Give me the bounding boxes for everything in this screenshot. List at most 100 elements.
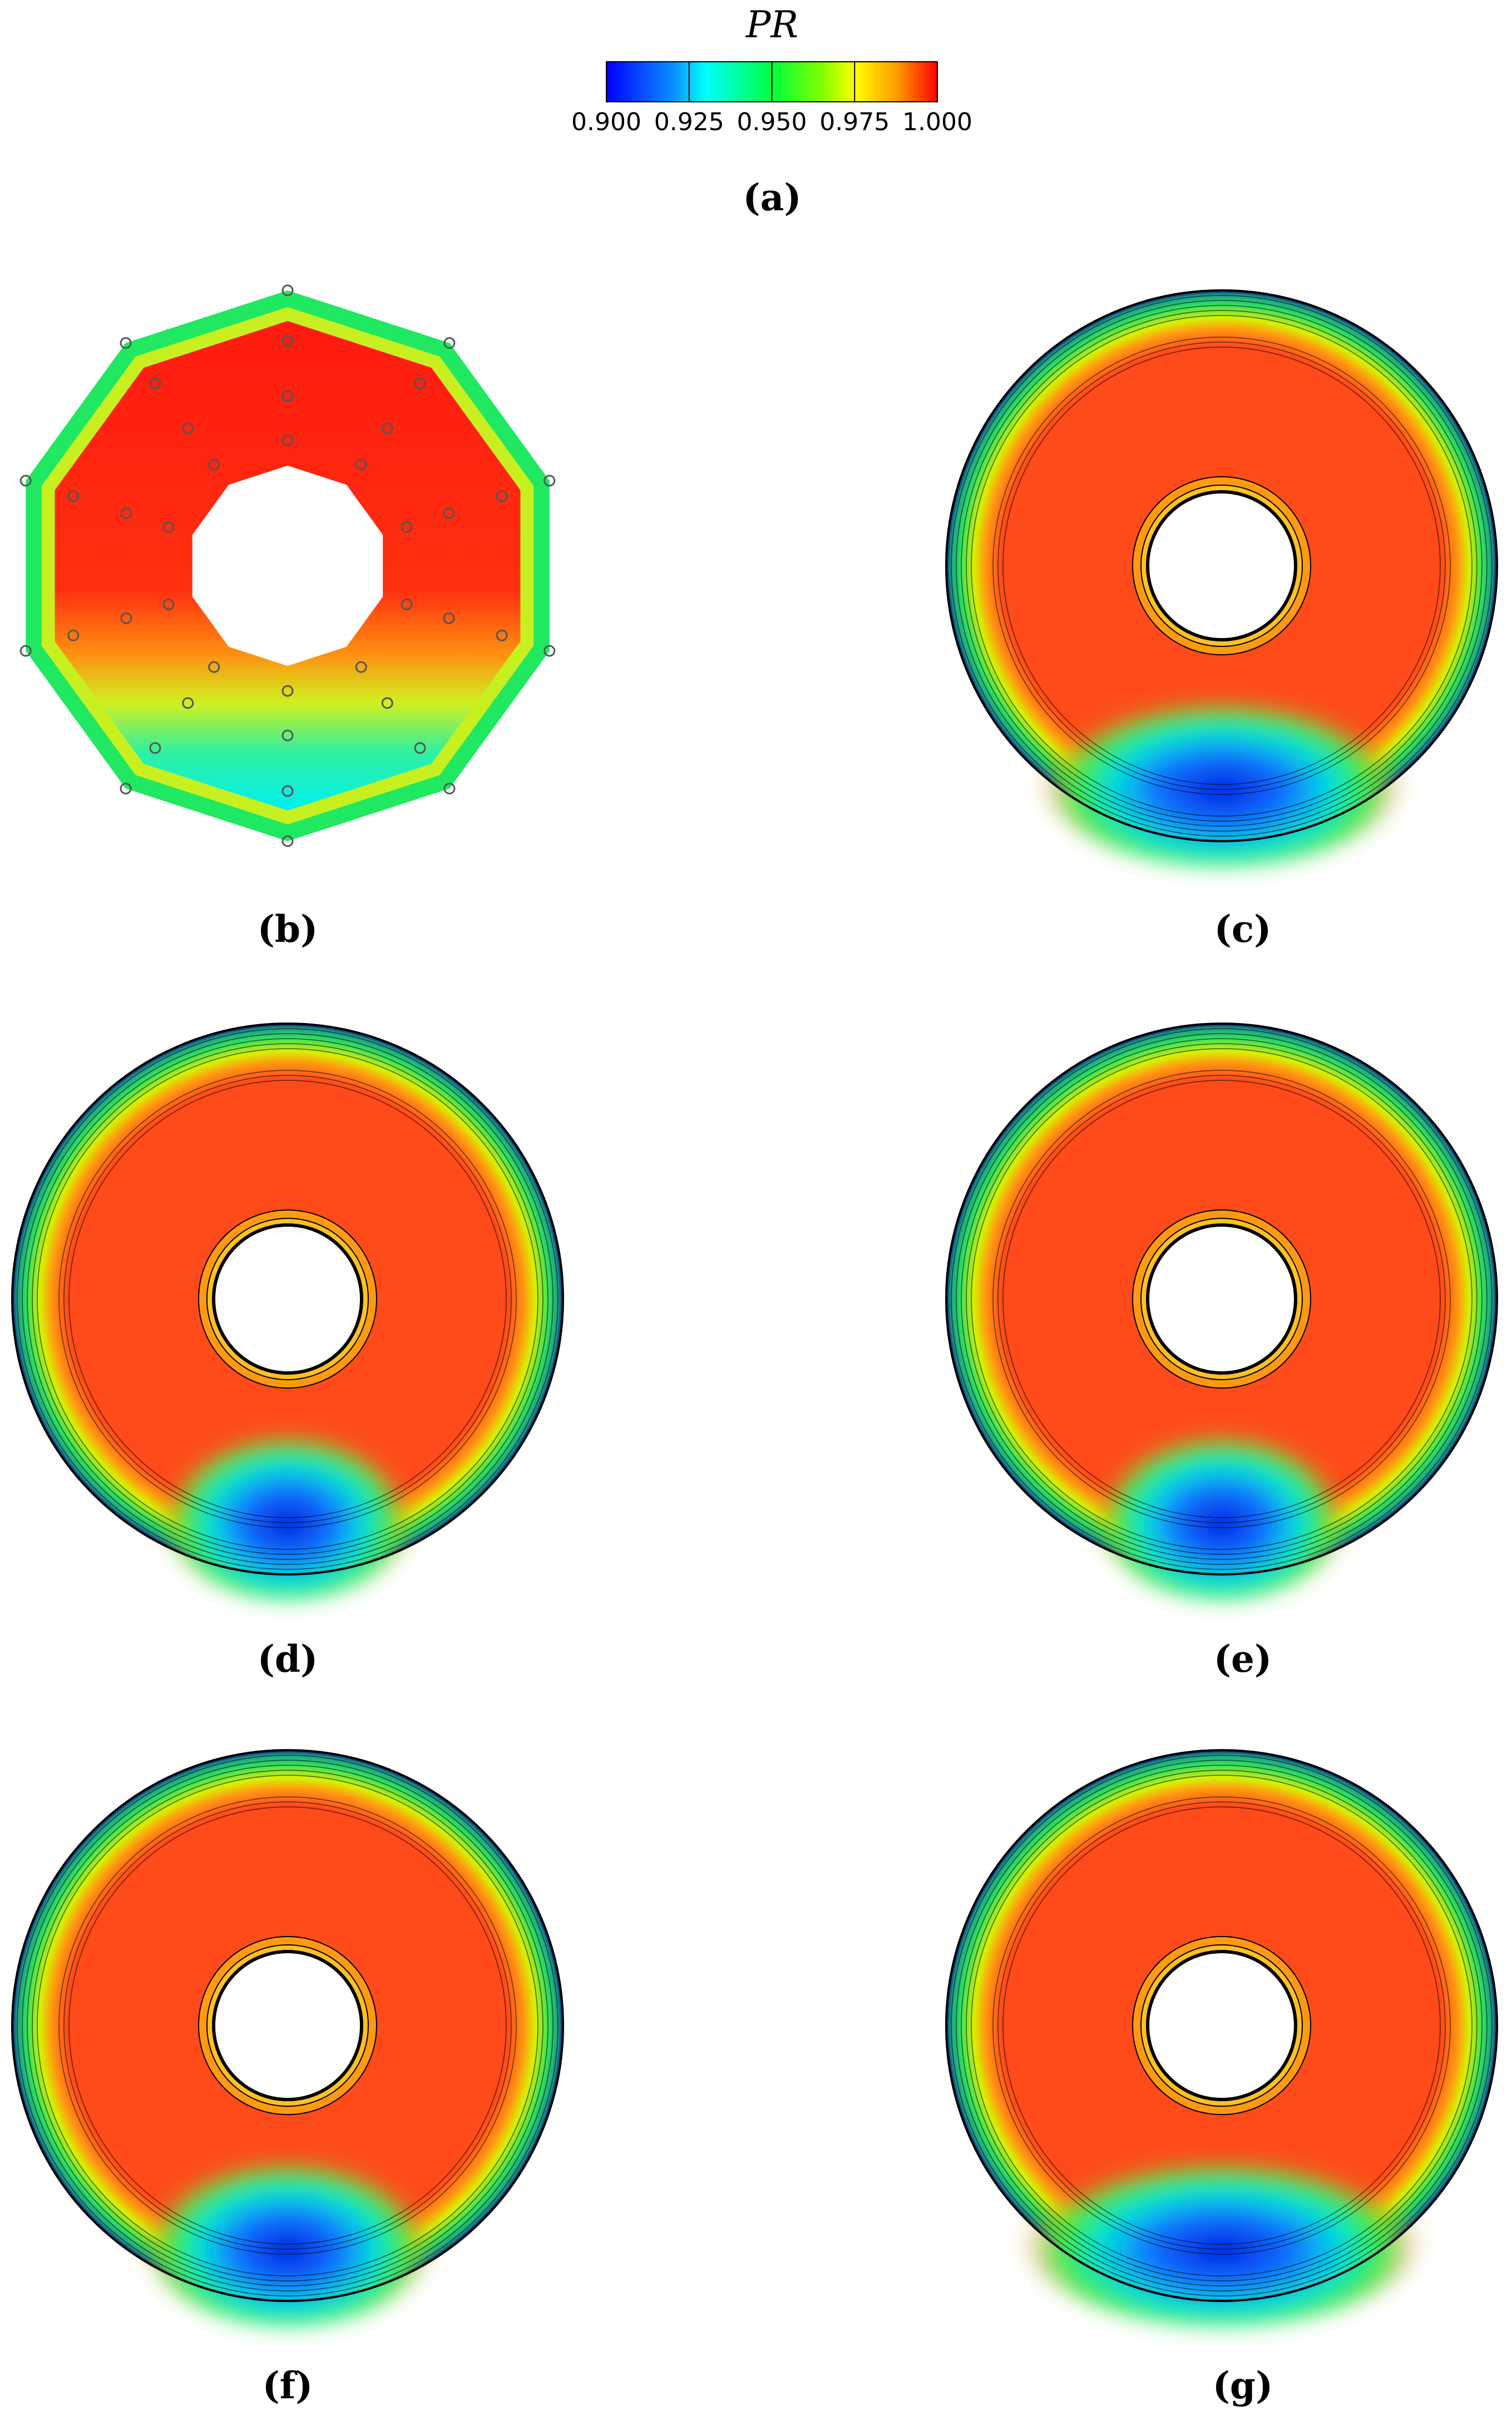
probe <box>543 645 556 657</box>
panel-label: (f) <box>263 2364 313 2407</box>
low-pressure-region <box>1093 1410 1350 1599</box>
contour-line <box>992 337 1451 795</box>
contour-line <box>1002 347 1441 785</box>
probe <box>281 685 294 697</box>
contour-line <box>966 310 1478 822</box>
contour-line <box>951 295 1493 837</box>
contour-panel <box>945 289 1498 866</box>
probe <box>443 782 456 794</box>
contour-line <box>992 1070 1451 1528</box>
colorbar-tick-label: 0.950 <box>737 108 807 136</box>
contour-line <box>961 1038 1483 1560</box>
contour-line <box>956 1033 1488 1565</box>
contour-line <box>27 1038 549 1560</box>
contour-line <box>1002 1806 1441 2245</box>
contour-line <box>971 1048 1473 1550</box>
probe <box>443 612 455 624</box>
contour-line <box>961 305 1483 827</box>
colorbar-tick-label: 0.975 <box>819 108 890 136</box>
panel-label: (e) <box>1214 1637 1272 1681</box>
contour-line <box>997 1801 1446 2250</box>
low-pressure-region <box>1020 2137 1424 2326</box>
panel-label: (a) <box>743 176 801 219</box>
contour-line <box>971 315 1473 817</box>
low-pressure-region <box>1038 677 1405 866</box>
contour-line <box>68 1806 507 2245</box>
probe <box>120 782 132 794</box>
colorbar-tick-label: 0.900 <box>571 108 641 136</box>
contour-line <box>951 1028 1493 1570</box>
contour-line <box>58 1796 517 2255</box>
contour-line <box>17 1755 559 2296</box>
probe <box>162 521 175 533</box>
probe <box>208 661 220 673</box>
contour-line <box>956 1760 1488 2291</box>
contour-line <box>997 1075 1446 1523</box>
contour-line <box>32 1043 543 1555</box>
contour-line <box>992 1796 1451 2255</box>
panel-label: (g) <box>1213 2364 1273 2407</box>
colorbar-tick-label: 0.925 <box>654 108 724 136</box>
contour-panel <box>945 1023 1498 1599</box>
probe <box>281 434 294 447</box>
probe <box>381 697 393 709</box>
colorbar-title: PR <box>745 3 798 46</box>
probe <box>182 422 194 434</box>
contour-line <box>27 1765 549 2286</box>
hub <box>1146 1223 1297 1375</box>
low-pressure-region <box>159 1410 416 1599</box>
outline <box>11 1023 564 1575</box>
contour-line <box>68 1080 507 1518</box>
contour-panel <box>945 1749 1498 2326</box>
outline <box>945 1749 1498 2302</box>
panel-label: (b) <box>258 907 318 951</box>
contour-line <box>32 1770 543 2281</box>
probe <box>496 629 508 641</box>
probe <box>414 742 426 754</box>
probe <box>19 475 32 487</box>
probe <box>355 458 367 471</box>
hub <box>212 1223 363 1375</box>
probe <box>281 334 294 347</box>
probe <box>208 458 220 471</box>
contour-line <box>997 342 1446 790</box>
hub <box>1146 1950 1297 2101</box>
probe <box>120 612 132 624</box>
probe <box>401 599 413 611</box>
probe <box>414 377 426 389</box>
probe <box>19 645 32 657</box>
panel-label: (d) <box>258 1637 318 1681</box>
hub <box>1146 490 1297 641</box>
contour-line <box>22 1760 554 2291</box>
outline <box>945 289 1498 842</box>
probe <box>381 422 393 434</box>
probe <box>496 490 508 502</box>
contour-panel <box>11 1023 564 1599</box>
contour-line <box>58 1070 517 1528</box>
probe <box>67 490 80 502</box>
contour-line <box>966 1043 1478 1555</box>
contour-line <box>37 1775 538 2276</box>
probe <box>443 507 455 520</box>
panel-label: (c) <box>1214 907 1272 951</box>
contour-line <box>951 1755 1493 2296</box>
probe <box>281 284 294 297</box>
probe <box>149 742 161 754</box>
contour-line <box>956 300 1488 832</box>
contour-line <box>966 1770 1478 2281</box>
probe <box>443 337 456 349</box>
contour-line <box>961 1765 1483 2286</box>
contour-line <box>37 1048 538 1550</box>
probe <box>281 390 294 402</box>
colorbar-tick-label: 1.000 <box>902 108 972 136</box>
probe <box>401 521 413 533</box>
contour-line <box>63 1075 512 1523</box>
contour-line <box>17 1028 559 1570</box>
probe <box>67 629 80 641</box>
contour-line <box>971 1775 1473 2276</box>
probe <box>281 785 294 797</box>
probe <box>543 475 556 487</box>
probe <box>120 337 132 349</box>
contour-line <box>1002 1080 1441 1518</box>
low-pressure-region <box>141 2137 434 2326</box>
